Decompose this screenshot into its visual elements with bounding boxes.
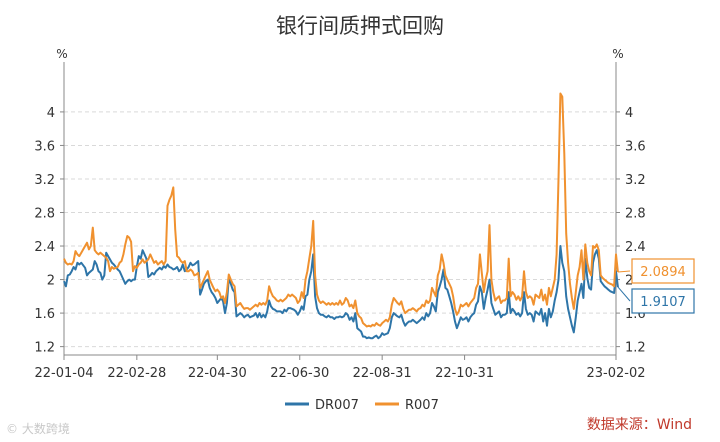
watermark: © 大数跨境 bbox=[6, 421, 70, 436]
x-tick-label: 22-10-31 bbox=[435, 366, 494, 381]
x-tick-label: 22-01-04 bbox=[34, 366, 93, 381]
end-labels: 1.9107 2.0894 bbox=[617, 258, 695, 314]
series-line-r007 bbox=[63, 92, 619, 328]
legend: DR007 R007 bbox=[285, 398, 439, 413]
end-label-box-dr007 bbox=[631, 288, 695, 314]
end-label-r007: 2.0894 bbox=[640, 265, 686, 280]
y-tick-labels-right: 1.21.622.42.83.23.64 bbox=[625, 106, 646, 356]
y-tick-label-right: 2.8 bbox=[625, 207, 646, 222]
x-tick-label: 22-02-28 bbox=[107, 366, 166, 381]
y-tick-label-left: 4 bbox=[47, 106, 55, 121]
y-tick-label-left: 2 bbox=[47, 274, 55, 289]
end-label-box-r007 bbox=[631, 258, 695, 284]
x-tick-label: 22-06-30 bbox=[270, 366, 329, 381]
y-tick-label-right: 3.6 bbox=[625, 139, 646, 154]
y-tick-label-left: 1.2 bbox=[34, 341, 55, 356]
y-tick-label-right: 1.2 bbox=[625, 341, 646, 356]
y-axis-unit-left: % bbox=[56, 47, 67, 61]
y-tick-labels-left: 1.2 1.6 2 2.4 2.8 3.2 3.6 4 bbox=[34, 106, 55, 356]
y-tick-label-left: 3.2 bbox=[34, 173, 55, 188]
series-line-dr007 bbox=[63, 245, 619, 340]
axes bbox=[60, 62, 620, 360]
y-tick-label-left: 2.8 bbox=[34, 207, 55, 222]
y-tick-label-left: 3.6 bbox=[34, 139, 55, 154]
y-tick-label-left: 2.4 bbox=[34, 240, 55, 255]
y-tick-label-right: 2 bbox=[625, 274, 633, 289]
y-tick-label-left: 1.6 bbox=[34, 307, 55, 322]
x-tick-labels: 22-01-04 22-02-28 22-04-30 22-06-30 22-08-31… bbox=[34, 366, 645, 381]
y-axis-unit-right: % bbox=[612, 47, 623, 61]
legend-label-r007: R007 bbox=[405, 398, 439, 413]
x-tick-label: 22-08-31 bbox=[353, 366, 412, 381]
y-tick-label-right: 4 bbox=[625, 106, 633, 121]
legend-label-dr007: DR007 bbox=[315, 398, 359, 413]
end-label-leader-dr007 bbox=[617, 286, 631, 302]
grid bbox=[64, 111, 616, 348]
end-label-leader-r007 bbox=[617, 270, 631, 273]
y-tick-label-right: 2.4 bbox=[625, 240, 646, 255]
series-lines bbox=[63, 92, 619, 340]
chart-title: 银行间质押式回购 bbox=[276, 14, 444, 38]
end-label-dr007: 1.9107 bbox=[640, 295, 686, 310]
x-tick-label: 22-04-30 bbox=[188, 366, 247, 381]
source-note: 数据来源：Wind bbox=[587, 417, 692, 433]
x-tick-label: 23-02-02 bbox=[586, 366, 645, 381]
y-tick-label-right: 3.2 bbox=[625, 173, 646, 188]
